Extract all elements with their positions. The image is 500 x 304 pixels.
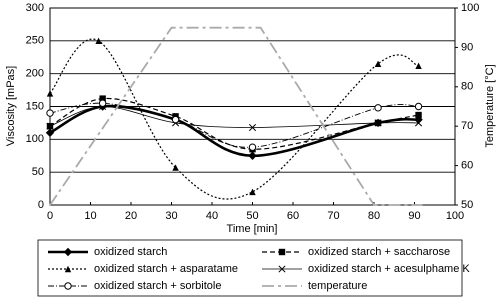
marker [248, 151, 257, 160]
y-tick-label: 0 [38, 199, 44, 211]
x-tick-label: 50 [246, 210, 258, 222]
legend-box [37, 239, 463, 297]
x-tick-label: 80 [368, 210, 380, 222]
marker [171, 115, 180, 124]
y2-tick-label: 70 [461, 120, 473, 132]
marker [278, 265, 286, 273]
legend-label: oxidized starch + sorbitole [94, 280, 221, 292]
y-tick-label: 300 [26, 2, 44, 14]
x-tick-label: 90 [408, 210, 420, 222]
marker [46, 109, 54, 117]
plot-frame [49, 7, 456, 206]
marker [414, 102, 423, 111]
x-tick-label: 40 [206, 210, 218, 222]
x-tick-label: 20 [125, 210, 137, 222]
y2-tick-label: 90 [461, 41, 473, 53]
y-tick-label: 150 [26, 100, 44, 112]
marker [248, 123, 257, 132]
marker [99, 95, 106, 102]
x-tick-label: 30 [165, 210, 177, 222]
x-tick-label: 0 [47, 210, 53, 222]
marker [415, 62, 422, 69]
marker [46, 122, 54, 130]
x-tick-label: 100 [446, 210, 464, 222]
marker [64, 265, 72, 273]
marker [248, 143, 257, 151]
marker [374, 60, 382, 68]
marker [172, 164, 179, 171]
marker [414, 119, 423, 127]
y-axis-label: Viscosity [mPas] [5, 66, 17, 147]
legend-label: oxidized starch [94, 246, 167, 258]
marker [63, 247, 73, 257]
y-tick-label: 250 [26, 35, 44, 47]
marker [374, 104, 382, 112]
legend-label: oxidized starch + acesulphame K [308, 263, 470, 275]
y2-tick-label: 80 [461, 81, 473, 93]
marker [95, 37, 102, 45]
marker [98, 99, 107, 107]
marker [46, 90, 54, 97]
x-tick-label: 60 [287, 210, 299, 222]
y-tick-label: 50 [32, 166, 44, 178]
legend-label: oxidized starch + saccharose [308, 246, 450, 258]
y-tick-label: 200 [26, 68, 44, 80]
series-line [49, 38, 419, 200]
y2-tick-label: 60 [461, 160, 473, 172]
legend-label: oxidized starch + asparatame [94, 263, 238, 275]
x-tick-label: 70 [327, 210, 339, 222]
series-line [49, 26, 423, 206]
y2-tick-label: 50 [461, 199, 473, 211]
x-tick-label: 10 [84, 210, 96, 222]
series-line [49, 104, 419, 158]
y2-axis-label: Temperature [°C] [484, 64, 496, 147]
y2-tick-label: 100 [461, 2, 479, 14]
marker [64, 282, 72, 290]
marker [278, 248, 286, 256]
x-axis-label: Time [min] [227, 223, 278, 235]
marker [374, 119, 382, 127]
marker [415, 111, 422, 119]
legend-label: temperature [308, 280, 367, 292]
marker [249, 188, 256, 196]
marker [45, 128, 55, 137]
y-tick-label: 100 [26, 133, 44, 145]
